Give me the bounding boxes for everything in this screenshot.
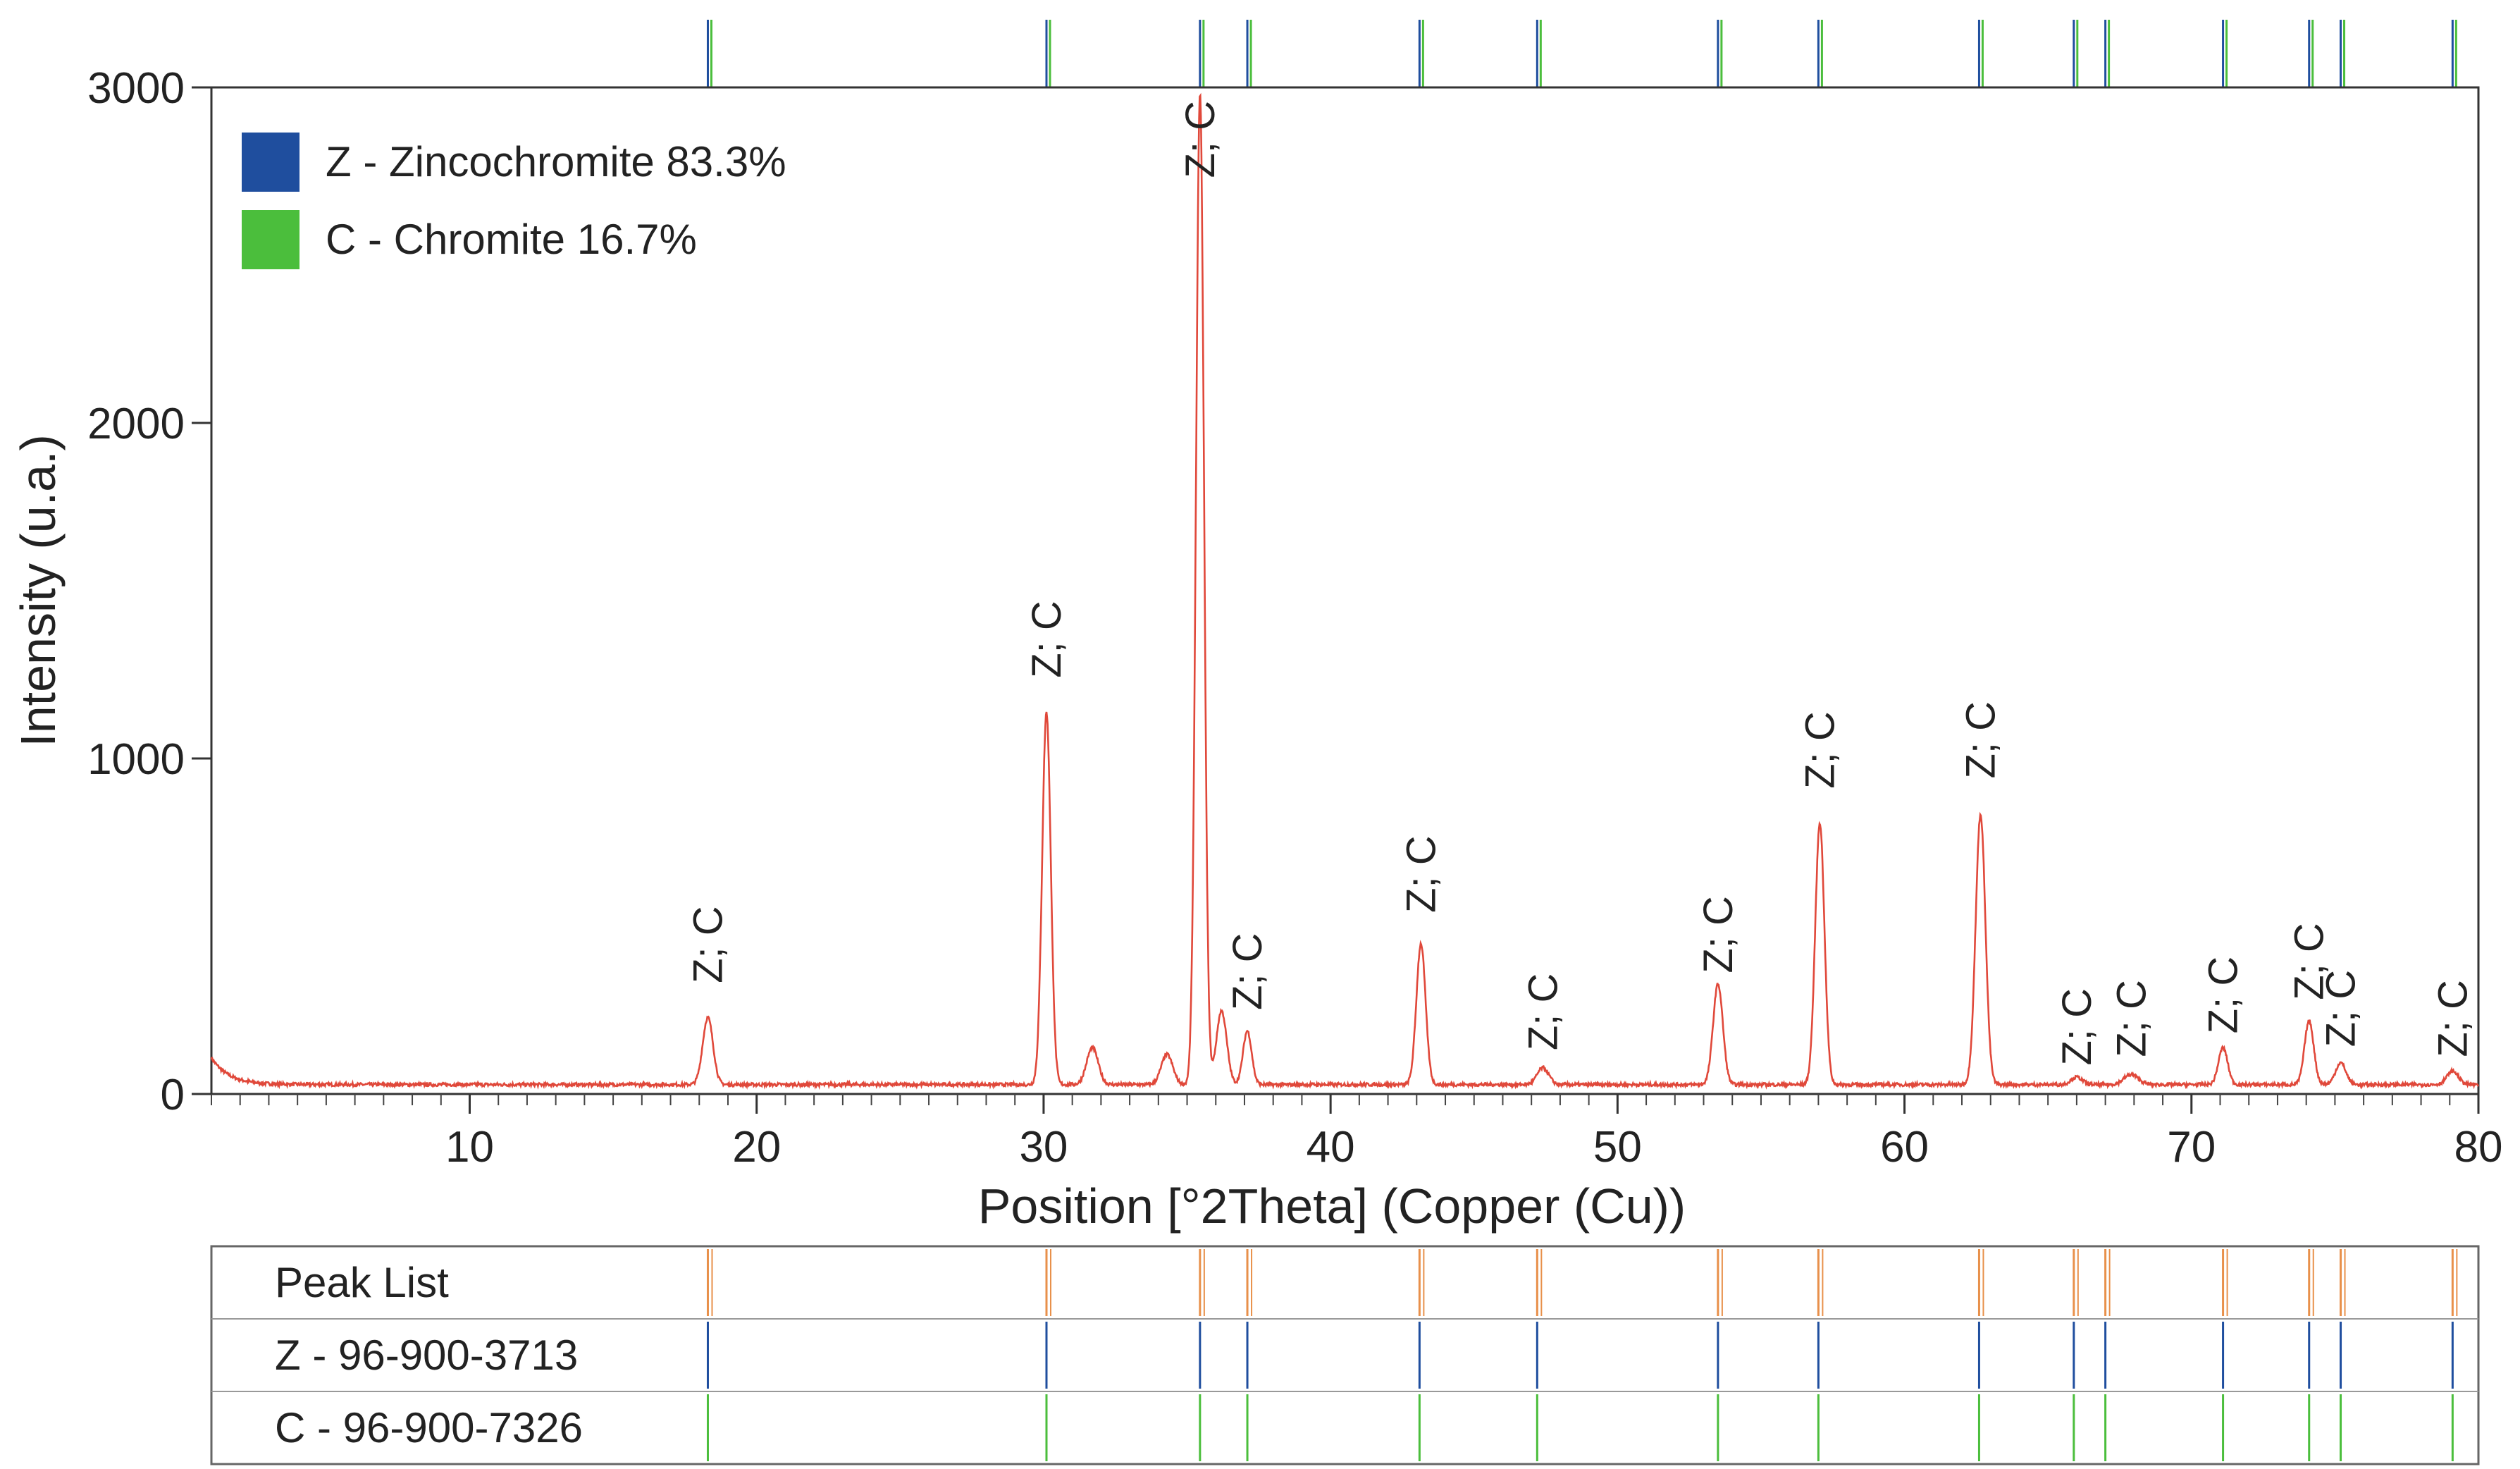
x-tick-label: 30 xyxy=(1019,1123,1068,1172)
y-tick-label: 2000 xyxy=(87,400,185,448)
top-reference-ticks xyxy=(706,20,2457,87)
peak-label: Z; C xyxy=(2108,980,2154,1057)
peak-label: Z; C xyxy=(2054,988,2100,1066)
peak-label: Z; C xyxy=(2201,957,2247,1034)
x-tick-label: 80 xyxy=(2454,1123,2503,1172)
reference-pattern-panel: Peak List Z - 96-900-3713 C - 96-900-7326 xyxy=(210,1245,2480,1465)
x-tick-label: 60 xyxy=(1880,1123,1929,1172)
peak-label: Z; C xyxy=(685,906,731,983)
peak-label: Z; C xyxy=(2318,970,2364,1047)
peak-label: Z; C xyxy=(1178,101,1223,178)
x-minor-ticks xyxy=(211,1094,2451,1105)
peak-label: Z; C xyxy=(2430,980,2476,1057)
legend-label: C - Chromite 16.7% xyxy=(326,216,697,263)
x-tick-label: 70 xyxy=(2167,1123,2216,1172)
peak-label: Z; C xyxy=(1398,835,1444,913)
peak-label: Z; C xyxy=(1797,711,1843,789)
peak-label: Z; C xyxy=(2287,923,2333,1000)
legend-swatch xyxy=(242,210,299,269)
plot-frame xyxy=(210,86,2480,1095)
peak-label: Z; C xyxy=(1024,601,1070,678)
x-axis: 10 20 30 40 50 60 70 80 xyxy=(445,1094,2502,1172)
legend-label: Z - Zincochromite 83.3% xyxy=(326,138,786,185)
peak-annotations: Z; CZ; CZ; CZ; CZ; CZ; CZ; CZ; C Z; CZ; C… xyxy=(685,101,2476,1066)
y-axis: 0 1000 2000 3000 xyxy=(87,64,211,1119)
x-tick-label: 40 xyxy=(1307,1123,1355,1172)
y-axis-label: Intensity (u.a.) xyxy=(11,434,66,747)
legend: Z - Zincochromite 83.3% C - Chromite 16.7… xyxy=(242,133,786,269)
y-tick-label: 0 xyxy=(161,1071,185,1119)
peak-label: Z; C xyxy=(1958,701,2003,779)
legend-swatch xyxy=(242,133,299,192)
reference-row-label: C - 96-900-7326 xyxy=(275,1404,583,1451)
intensity-series-line xyxy=(210,92,2480,1090)
x-tick-label: 20 xyxy=(732,1123,781,1172)
peak-label: Z; C xyxy=(1696,896,1741,973)
peak-label: Z; C xyxy=(1520,973,1566,1051)
x-axis-label: Position [°2Theta] (Copper (Cu)) xyxy=(978,1179,1686,1234)
reference-panel-frame xyxy=(210,1245,2480,1465)
x-tick-label: 10 xyxy=(445,1123,494,1172)
y-tick-label: 3000 xyxy=(87,64,185,113)
reference-row-label: Z - 96-900-3713 xyxy=(275,1332,578,1379)
x-tick-label: 50 xyxy=(1593,1123,1642,1172)
peak-label: Z; C xyxy=(1225,933,1271,1010)
y-tick-label: 1000 xyxy=(87,735,185,784)
reference-row-label: Peak List xyxy=(275,1259,449,1306)
